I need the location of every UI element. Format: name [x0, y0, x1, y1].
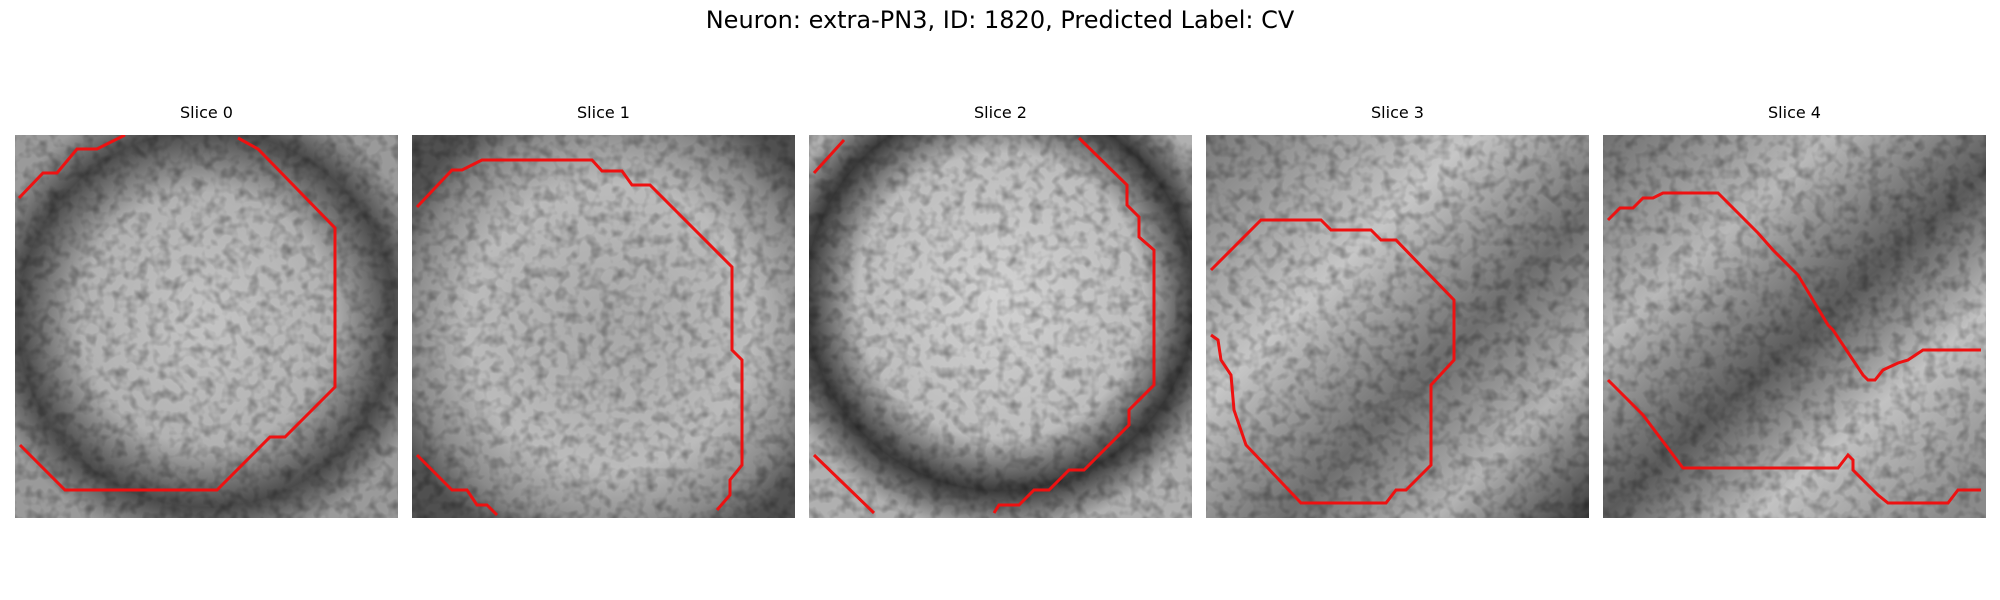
em-noise [15, 135, 398, 518]
slice-title-4: Slice 4 [1768, 103, 1821, 122]
slice-image-0 [15, 135, 398, 518]
neuron-contour [17, 135, 126, 200]
neuron-contour [992, 136, 1156, 514]
neuron-contour [1606, 191, 1981, 382]
slice-image-1 [412, 135, 795, 518]
neuron-contour [415, 453, 499, 517]
em-noise [1603, 135, 1986, 518]
slice-title-0: Slice 0 [180, 103, 233, 122]
neuron-contour [812, 453, 876, 515]
slice-image-3 [1206, 135, 1589, 518]
em-noise [809, 135, 1192, 518]
neuron-contour [415, 158, 744, 511]
neuron-contour [1606, 378, 1981, 505]
slice-image-2 [809, 135, 1192, 518]
slice-image-4 [1603, 135, 1986, 518]
neuron-contour [1209, 218, 1456, 505]
slice-title-1: Slice 1 [577, 103, 630, 122]
slice-title-2: Slice 2 [974, 103, 1027, 122]
em-noise [412, 135, 795, 518]
neuron-contour [18, 136, 337, 492]
figure-title: Neuron: extra-PN3, ID: 1820, Predicted L… [705, 6, 1295, 34]
slice-title-3: Slice 3 [1371, 103, 1424, 122]
em-noise [1206, 135, 1589, 518]
neuron-contour [812, 138, 846, 175]
